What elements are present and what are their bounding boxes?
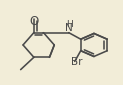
Text: Br: Br bbox=[71, 57, 82, 67]
Text: O: O bbox=[29, 15, 38, 28]
Text: N: N bbox=[65, 23, 73, 33]
Text: H: H bbox=[66, 20, 73, 29]
